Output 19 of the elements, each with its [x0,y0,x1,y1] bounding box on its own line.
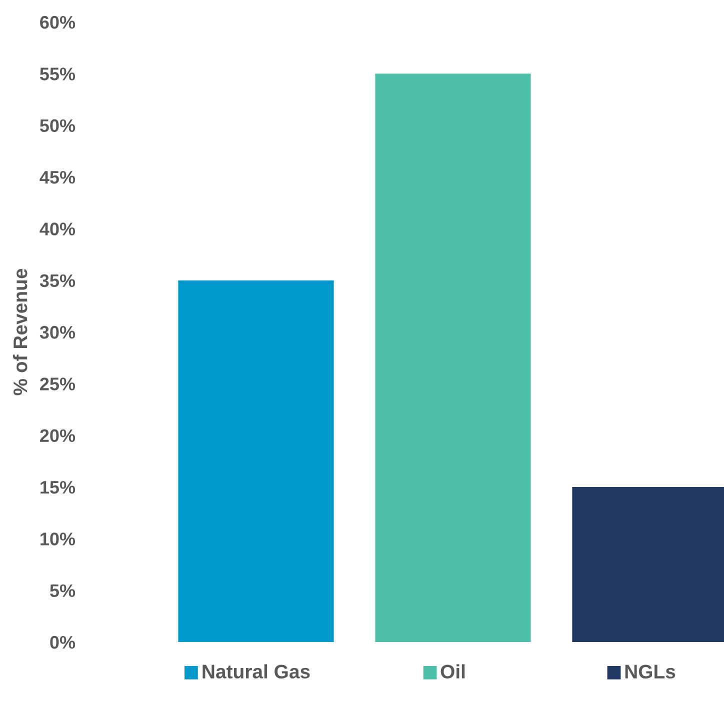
bar [178,280,334,642]
x-tick-label: NGLs [625,664,676,679]
y-tick-label: 40% [40,222,76,236]
y-tick-label: 50% [40,119,76,132]
x-tick-label: Oil [440,664,465,679]
x-tick-label: Natural Gas [202,664,310,679]
y-tick-label: 0% [50,636,76,649]
y-tick-label: 10% [40,532,76,546]
bar [375,74,531,642]
y-tick-label: 5% [50,584,76,598]
y-tick-label: 20% [40,429,76,442]
y-tick-label: 35% [40,274,76,288]
y-tick-label: 55% [40,68,76,80]
y-axis-title: % of Revenue [12,268,28,396]
y-tick-label: 60% [40,16,76,29]
y-tick-label: 25% [40,378,76,390]
y-tick-label: 45% [40,170,76,184]
y-tick-label: 30% [40,326,76,339]
y-tick-label: 15% [40,480,76,494]
